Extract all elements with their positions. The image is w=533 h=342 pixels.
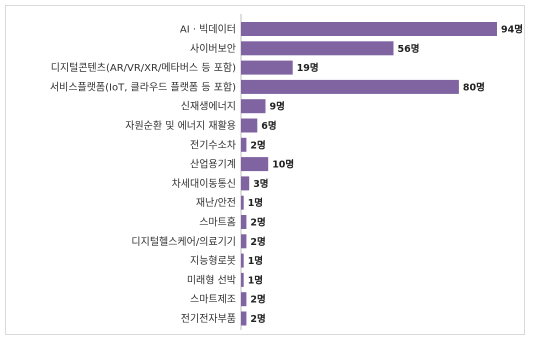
value-label-5: 6명 bbox=[261, 120, 276, 132]
bar-6 bbox=[241, 137, 247, 152]
category-label-0: AI · 빅데이터 bbox=[180, 24, 236, 36]
value-label-11: 2명 bbox=[250, 236, 265, 248]
value-label-2: 19명 bbox=[297, 62, 319, 74]
bar-8 bbox=[241, 176, 250, 191]
category-label-7: 산업용기계 bbox=[190, 158, 236, 171]
bar-13 bbox=[241, 272, 244, 287]
category-label-10: 스마트홈 bbox=[199, 216, 236, 229]
bar-1 bbox=[241, 41, 394, 56]
value-label-3: 80명 bbox=[463, 81, 485, 93]
value-label-8: 3명 bbox=[253, 178, 268, 190]
category-label-12: 지능형로봇 bbox=[190, 255, 236, 267]
category-label-6: 전기수소차 bbox=[190, 139, 236, 151]
bar-2 bbox=[241, 60, 293, 75]
category-label-4: 신재생에너지 bbox=[181, 101, 236, 113]
category-label-15: 전기전자부품 bbox=[181, 313, 236, 325]
bar-7 bbox=[241, 157, 269, 172]
bar-14 bbox=[241, 292, 247, 307]
category-label-8: 차세대이동통신 bbox=[172, 178, 236, 190]
value-label-7: 10명 bbox=[272, 159, 294, 171]
bar-12 bbox=[241, 253, 244, 268]
value-label-1: 56명 bbox=[398, 43, 420, 55]
value-label-6: 2명 bbox=[250, 139, 265, 151]
value-label-12: 1명 bbox=[248, 255, 263, 267]
category-label-11: 디지털헬스케어/의료기기 bbox=[131, 236, 236, 248]
bar-0 bbox=[241, 22, 497, 36]
category-label-13: 미래형 선박 bbox=[187, 274, 236, 286]
value-label-0: 94명 bbox=[501, 24, 523, 36]
bar-15 bbox=[241, 311, 247, 326]
bar-5 bbox=[241, 118, 258, 133]
bar-4 bbox=[241, 99, 266, 114]
value-label-10: 2명 bbox=[250, 217, 265, 229]
category-label-9: 재난/안전 bbox=[196, 197, 236, 209]
bar-10 bbox=[241, 215, 247, 229]
value-label-15: 2명 bbox=[250, 313, 265, 325]
value-label-9: 1명 bbox=[248, 197, 263, 209]
value-label-13: 1명 bbox=[248, 274, 263, 286]
category-label-5: 자원순환 및 에너지 재활용 bbox=[125, 119, 236, 132]
category-label-2: 디지털콘텐츠(AR/VR/XR/메타버스 등 포함) bbox=[51, 62, 236, 74]
category-label-14: 스마트제조 bbox=[190, 294, 236, 306]
value-label-4: 9명 bbox=[270, 101, 285, 113]
value-label-14: 2명 bbox=[250, 294, 265, 306]
category-label-1: 사이버보안 bbox=[190, 43, 236, 55]
category-label-3: 서비스플랫폼(IoT, 클라우드 플랫폼 등 포함) bbox=[50, 81, 236, 93]
bar-3 bbox=[241, 79, 459, 94]
bar-9 bbox=[241, 195, 244, 210]
bar-11 bbox=[241, 234, 247, 249]
